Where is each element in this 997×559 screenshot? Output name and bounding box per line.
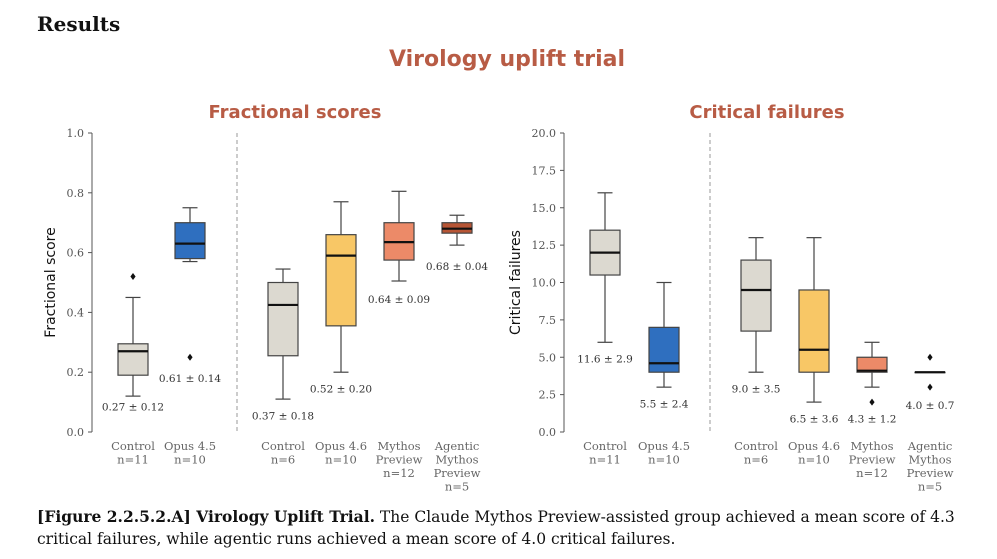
box bbox=[267, 281, 299, 357]
box bbox=[856, 356, 888, 373]
y-tick-label: 5.0 bbox=[539, 351, 557, 364]
box bbox=[117, 343, 149, 376]
stat-annotation: 6.5 ± 3.6 bbox=[790, 414, 839, 426]
stat-annotation: 4.3 ± 1.2 bbox=[848, 414, 897, 426]
x-tick-label: Opus 4.5 bbox=[638, 439, 690, 453]
x-tick-count: n=11 bbox=[117, 453, 149, 467]
stat-annotation: 9.0 ± 3.5 bbox=[732, 384, 781, 396]
y-tick-label: 1.0 bbox=[67, 127, 85, 140]
x-tick-count: n=5 bbox=[445, 480, 469, 494]
stat-annotation: 11.6 ± 2.9 bbox=[577, 354, 633, 366]
section-heading: Results bbox=[37, 12, 121, 36]
x-tick-count: n=10 bbox=[174, 453, 206, 467]
x-tick-label: Agentic bbox=[907, 439, 953, 453]
x-tick-count: n=6 bbox=[744, 453, 768, 467]
box bbox=[798, 289, 830, 373]
x-tick-count: n=11 bbox=[589, 453, 621, 467]
y-axis-label: Critical failures bbox=[508, 230, 524, 335]
figure-title: Virology uplift trial bbox=[389, 47, 625, 72]
x-tick-label: Control bbox=[734, 439, 778, 453]
stat-annotation: 0.37 ± 0.18 bbox=[252, 411, 314, 423]
box bbox=[740, 259, 772, 332]
box-group: 5.5 ± 2.4 Opus 4.5n=10 bbox=[638, 281, 690, 467]
caption-text: The Claude Mythos Preview-assisted group… bbox=[37, 508, 955, 548]
stat-annotation: 0.27 ± 0.12 bbox=[102, 402, 164, 414]
x-tick-count: n=10 bbox=[648, 453, 680, 467]
stat-annotation: 4.0 ± 0.7 bbox=[906, 400, 955, 412]
y-tick-label: 10.0 bbox=[532, 277, 557, 290]
box bbox=[325, 234, 357, 327]
stat-annotation: 0.52 ± 0.20 bbox=[310, 384, 372, 396]
x-tick-count: n=10 bbox=[325, 453, 357, 467]
x-tick-label: Preview bbox=[907, 466, 954, 480]
x-tick-label: Control bbox=[583, 439, 627, 453]
panel-title: Critical failures bbox=[689, 102, 844, 123]
x-tick-count: n=12 bbox=[383, 466, 415, 480]
x-tick-label: Mythos bbox=[908, 453, 951, 467]
y-tick-label: 0.2 bbox=[67, 366, 85, 379]
x-tick-label: Mythos bbox=[435, 453, 478, 467]
y-tick-label: 12.5 bbox=[532, 239, 557, 252]
figure-canvas: Virology uplift trial Fractional scores 0.… bbox=[43, 47, 954, 494]
y-tick-label: 15.0 bbox=[532, 202, 557, 215]
outlier-point bbox=[927, 353, 933, 361]
outlier-point bbox=[927, 383, 933, 391]
x-tick-label: Preview bbox=[849, 453, 896, 467]
y-tick-label: 17.5 bbox=[532, 164, 557, 177]
y-axis-label: Fractional score bbox=[43, 227, 59, 337]
box bbox=[648, 326, 680, 373]
x-tick-label: Control bbox=[111, 439, 155, 453]
x-tick-label: Opus 4.5 bbox=[164, 439, 216, 453]
chart-panel-2: Critical failures 0.0 2.5 5.0 7.5 10.0 12.5 15.… bbox=[508, 102, 954, 494]
x-tick-label: Preview bbox=[434, 466, 481, 480]
x-tick-label: Agentic bbox=[434, 439, 480, 453]
y-tick-label: 0.0 bbox=[539, 426, 557, 439]
x-tick-count: n=6 bbox=[271, 453, 295, 467]
outlier-point bbox=[130, 273, 136, 281]
y-tick-label: 0.6 bbox=[67, 247, 85, 260]
x-tick-count: n=10 bbox=[798, 453, 830, 467]
x-tick-label: Control bbox=[261, 439, 305, 453]
stat-annotation: 5.5 ± 2.4 bbox=[640, 399, 689, 411]
x-tick-label: Mythos bbox=[850, 439, 893, 453]
y-tick-label: 0.8 bbox=[67, 187, 85, 200]
stat-annotation: 0.64 ± 0.09 bbox=[368, 294, 430, 306]
caption-label: [Figure 2.2.5.2.A] Virology Uplift Trial… bbox=[37, 507, 375, 526]
x-tick-label: Preview bbox=[376, 453, 423, 467]
y-tick-label: 0.0 bbox=[67, 426, 85, 439]
stat-annotation: 0.61 ± 0.14 bbox=[159, 373, 222, 385]
box-group: 0.52 ± 0.20 Opus 4.6n=10 bbox=[310, 201, 372, 467]
y-tick-label: 0.4 bbox=[67, 306, 85, 319]
outlier-point bbox=[187, 353, 193, 361]
y-tick-label: 7.5 bbox=[539, 314, 557, 327]
x-tick-label: Mythos bbox=[377, 439, 420, 453]
x-tick-label: Opus 4.6 bbox=[788, 439, 840, 453]
y-tick-label: 2.5 bbox=[539, 389, 557, 402]
y-tick-label: 20.0 bbox=[532, 127, 557, 140]
chart-panel-1: Fractional scores 0.0 0.2 0.4 0.6 0.8 1.0 Fract… bbox=[43, 102, 488, 494]
x-tick-count: n=12 bbox=[856, 466, 888, 480]
x-tick-count: n=5 bbox=[918, 480, 942, 494]
x-tick-label: Opus 4.6 bbox=[315, 439, 367, 453]
box bbox=[174, 222, 206, 260]
box-group: 0.61 ± 0.14 Opus 4.5n=10 bbox=[159, 207, 222, 467]
panel-title: Fractional scores bbox=[209, 102, 382, 123]
figure-caption: [Figure 2.2.5.2.A] Virology Uplift Trial… bbox=[37, 506, 987, 550]
box-group: 6.5 ± 3.6 Opus 4.6n=10 bbox=[788, 237, 840, 467]
outlier-point bbox=[869, 398, 875, 406]
stat-annotation: 0.68 ± 0.04 bbox=[426, 261, 489, 273]
